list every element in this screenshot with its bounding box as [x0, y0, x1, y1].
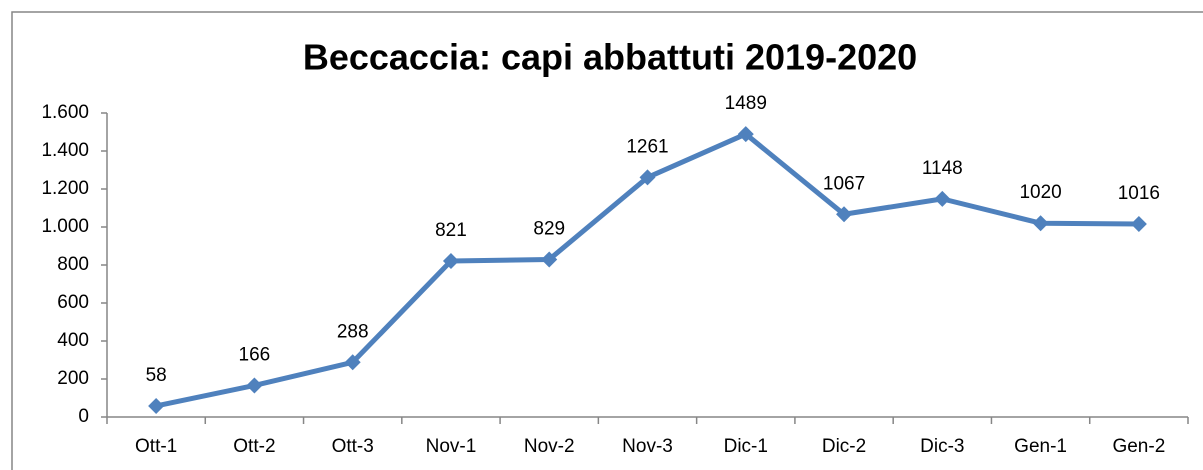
x-tick-label: Nov-1: [426, 436, 477, 457]
data-label: 1020: [1019, 182, 1061, 203]
y-tick-label: 1.200: [41, 178, 89, 199]
marker: [246, 377, 263, 394]
marker: [1032, 215, 1049, 232]
y-tick-label: 1.000: [41, 216, 89, 237]
x-tick-label: Dic-3: [920, 436, 964, 457]
y-tick-label: 1.600: [41, 102, 89, 123]
data-label: 58: [146, 365, 167, 386]
y-tick-label: 600: [57, 292, 89, 313]
marker: [541, 251, 558, 268]
x-tick-label: Gen-1: [1014, 436, 1067, 457]
data-label: 1067: [823, 173, 865, 194]
marker: [442, 253, 459, 270]
y-tick-label: 800: [57, 254, 89, 275]
y-tick-label: 200: [57, 368, 89, 389]
marker: [344, 354, 361, 371]
marker: [836, 206, 853, 223]
data-label: 1148: [922, 158, 963, 179]
x-tick-label: Ott-1: [135, 436, 177, 457]
y-tick-label: 0: [78, 406, 89, 427]
marker: [934, 190, 951, 207]
x-tick-label: Ott-3: [332, 436, 374, 457]
x-tick-label: Dic-2: [822, 436, 866, 457]
x-tick-label: Gen-2: [1112, 436, 1165, 457]
x-tick-label: Dic-1: [724, 436, 768, 457]
y-tick-label: 1.400: [41, 140, 89, 161]
marker: [148, 397, 165, 414]
data-label: 821: [435, 220, 467, 241]
data-label: 288: [337, 321, 369, 342]
data-label: 166: [239, 344, 271, 365]
marker: [1130, 215, 1147, 232]
data-label: 1489: [725, 93, 767, 114]
data-label: 1016: [1118, 183, 1160, 204]
x-tick-label: Ott-2: [233, 436, 275, 457]
marker: [639, 169, 656, 186]
marker: [737, 126, 754, 143]
chart-frame: [11, 11, 1203, 470]
data-label: 1261: [626, 136, 668, 157]
x-tick-label: Nov-3: [622, 436, 673, 457]
chart-title: Beccaccia: capi abbattuti 2019-2020: [303, 37, 917, 78]
data-label: 829: [533, 219, 565, 240]
x-tick-label: Nov-2: [524, 436, 575, 457]
y-tick-label: 400: [57, 330, 89, 351]
